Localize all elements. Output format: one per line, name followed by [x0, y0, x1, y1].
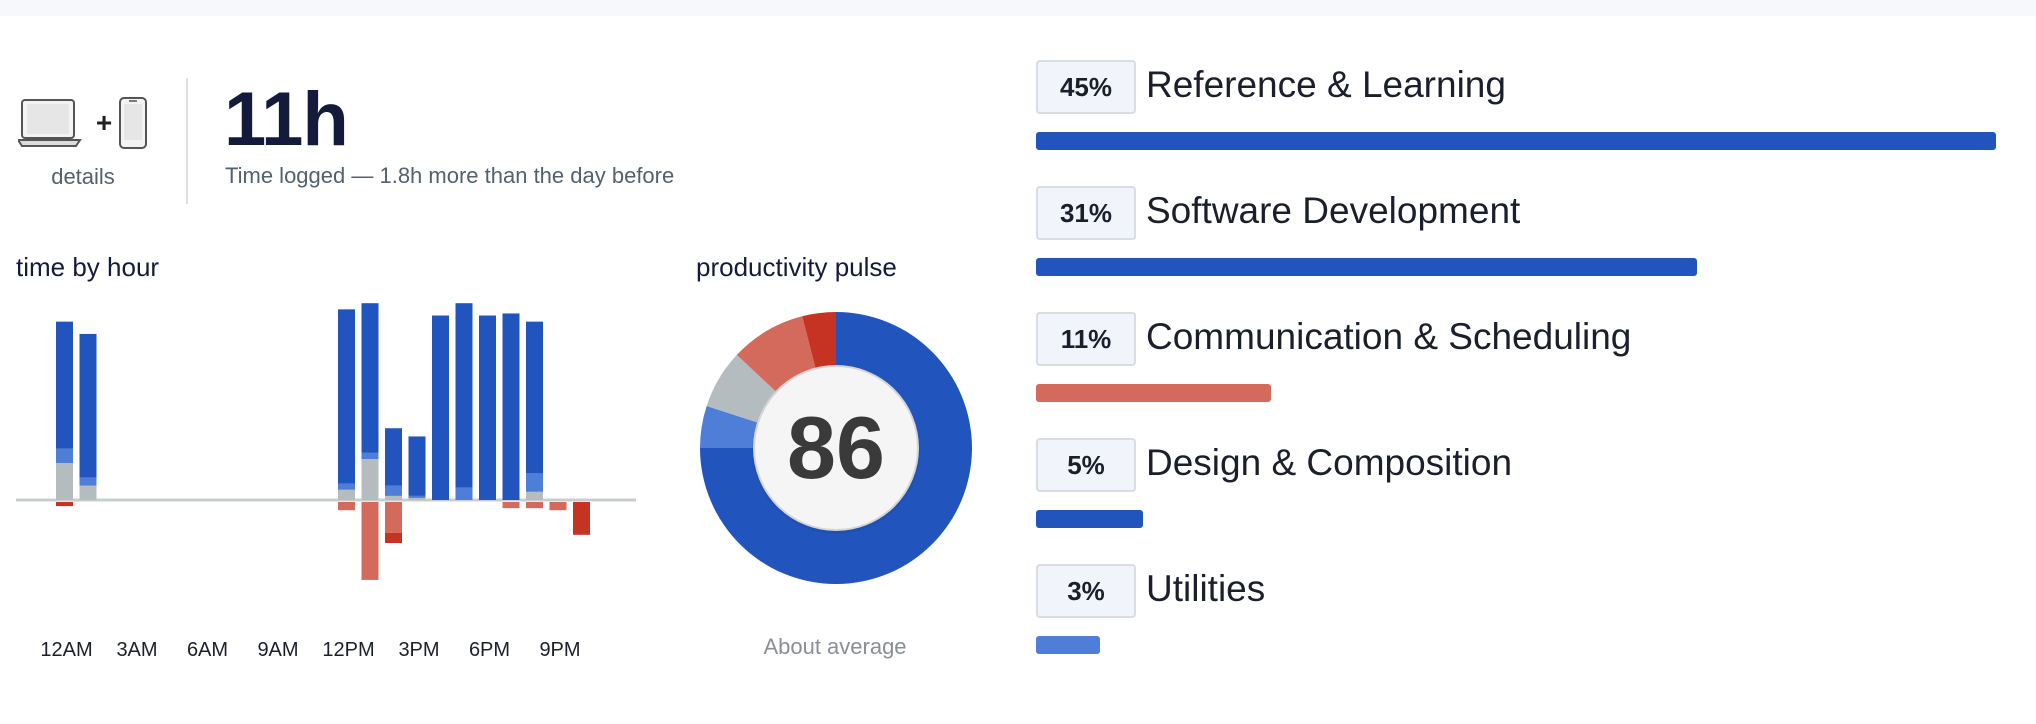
category-utilities[interactable]: 3% Utilities — [1036, 564, 1996, 674]
hour-bar-very-productive — [361, 303, 379, 453]
time-by-hour-chart: 12AM 3AM 6AM 9AM 12PM 3PM 6PM 9PM — [16, 303, 636, 661]
hour-bar-very-productive — [455, 303, 473, 488]
hour-bar-very-productive — [408, 436, 426, 496]
hour-bar-very-distracting — [385, 532, 402, 543]
hour-bar-neutral — [56, 463, 73, 500]
x-tick-label: 6AM — [187, 639, 228, 661]
category-bar — [1036, 132, 1996, 150]
category-name: Software Development — [1146, 190, 1521, 231]
hour-bar-distracting — [385, 502, 402, 533]
hour-bar-productive — [385, 485, 402, 496]
x-tick-label: 12AM — [40, 639, 92, 661]
hour-bar-very-productive — [56, 321, 73, 449]
hour-bar-very-productive — [385, 428, 402, 486]
pulse-label: About average — [763, 634, 907, 659]
hour-bar-neutral — [338, 489, 355, 500]
total-time: 11h — [224, 77, 349, 162]
hour-bar-neutral — [408, 497, 426, 500]
details-link[interactable]: details — [51, 164, 115, 189]
hour-bar-very-productive — [502, 313, 520, 500]
category-software-development[interactable]: 31% Software Development — [1036, 186, 1996, 296]
hour-bar-distracting — [502, 502, 520, 509]
hour-chart-heading: time by hour — [16, 252, 160, 282]
hour-bar-productive — [361, 452, 379, 459]
category-bar — [1036, 258, 1698, 276]
x-tick-label: 9AM — [257, 639, 298, 661]
hour-bar-very-distracting — [573, 502, 590, 535]
hour-bar-distracting — [338, 502, 355, 511]
hour-bar-distracting — [526, 502, 543, 509]
hour-bar-productive — [408, 495, 426, 498]
x-tick-label: 6PM — [469, 639, 510, 661]
pulse-heading: productivity pulse — [696, 252, 897, 282]
category-name: Design & Composition — [1146, 442, 1513, 483]
summary-divider — [186, 78, 188, 204]
hour-bar-distracting — [549, 502, 567, 511]
pulse-slice-neutral — [706, 354, 778, 424]
phone-icon — [119, 97, 147, 149]
hour-bar-productive — [56, 448, 73, 464]
category-design-composition[interactable]: 5% Design & Composition — [1036, 438, 1996, 548]
category-percent: 5% — [1036, 438, 1136, 492]
hour-bar-neutral — [361, 459, 379, 500]
hour-bar-very-productive — [338, 309, 355, 484]
pulse-center — [753, 365, 919, 531]
hour-bar-productive — [526, 473, 543, 492]
hour-bar-productive — [338, 483, 355, 490]
time-logged-subtitle: Time logged — 1.8h more than the day bef… — [225, 163, 675, 188]
category-bar — [1036, 636, 1100, 654]
plus-sign: + — [96, 107, 112, 138]
laptop-icon — [16, 99, 82, 147]
hour-bar-productive — [455, 487, 473, 500]
productivity-pulse-chart: 86 — [700, 312, 972, 584]
pulse-score: 86 — [787, 398, 885, 497]
hour-bar-very-productive — [432, 315, 449, 500]
devices-icon[interactable]: + — [16, 96, 148, 152]
x-tick-label: 12PM — [322, 639, 374, 661]
category-percent: 11% — [1036, 312, 1136, 366]
category-percent: 45% — [1036, 60, 1136, 114]
hour-bar-very-productive — [526, 321, 543, 474]
top-strip — [0, 0, 2036, 16]
hour-bar-neutral — [385, 495, 402, 500]
category-name: Reference & Learning — [1146, 64, 1506, 105]
hour-bar-very-productive — [79, 333, 97, 478]
pulse-slice-productive — [700, 405, 760, 448]
category-reference-learning[interactable]: 45% Reference & Learning — [1036, 60, 1996, 170]
category-name: Utilities — [1146, 568, 1266, 609]
hour-bar-neutral — [526, 491, 543, 500]
x-tick-label: 3PM — [398, 639, 439, 661]
pulse-slice-very-distracting — [802, 312, 836, 371]
hour-bar-very-productive — [479, 315, 496, 500]
x-tick-label: 9PM — [539, 639, 580, 661]
category-percent: 3% — [1036, 564, 1136, 618]
hour-bar-neutral — [79, 485, 97, 500]
category-communication-scheduling[interactable]: 11% Communication & Scheduling — [1036, 312, 1996, 422]
category-percent: 31% — [1036, 186, 1136, 240]
category-name: Communication & Scheduling — [1146, 316, 1632, 357]
category-bar — [1036, 384, 1271, 402]
x-tick-label: 3AM — [116, 639, 157, 661]
hour-bar-distracting — [361, 502, 379, 580]
pulse-slice-very-productive — [700, 312, 972, 584]
hour-bar-very-distracting — [56, 502, 73, 507]
category-bar — [1036, 510, 1143, 528]
hour-bar-productive — [79, 477, 97, 486]
pulse-slice-distracting — [736, 316, 817, 394]
